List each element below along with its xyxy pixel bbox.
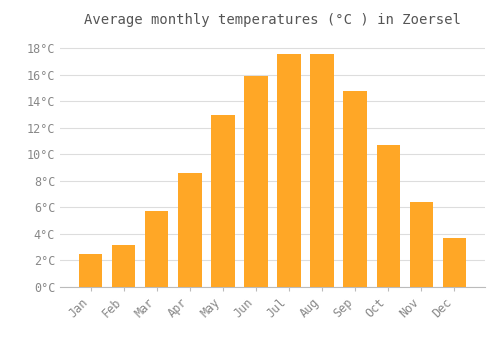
Bar xyxy=(178,173,202,287)
Bar xyxy=(410,202,432,287)
Bar xyxy=(442,238,466,287)
Bar xyxy=(344,91,366,287)
Bar xyxy=(212,114,234,287)
Bar xyxy=(278,54,300,287)
Bar xyxy=(80,254,102,287)
Bar xyxy=(146,211,169,287)
Bar xyxy=(376,145,400,287)
Bar xyxy=(310,54,334,287)
Title: Average monthly temperatures (°C ) in Zoersel: Average monthly temperatures (°C ) in Zo… xyxy=(84,13,461,27)
Bar xyxy=(112,245,136,287)
Bar xyxy=(244,76,268,287)
